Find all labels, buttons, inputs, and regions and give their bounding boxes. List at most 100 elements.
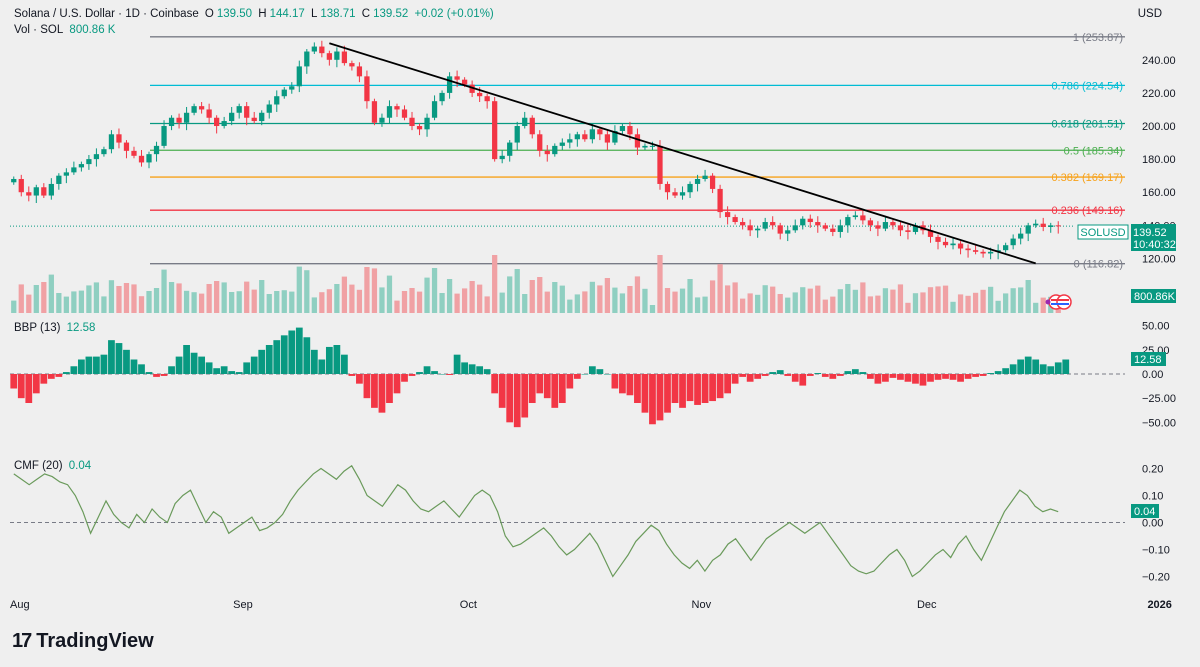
candle-body [815, 222, 821, 226]
volume-bar [499, 292, 505, 313]
candle-body [1033, 223, 1039, 226]
volume-bar [755, 294, 761, 313]
price-tag-price: 139.52 [1133, 227, 1167, 239]
candle-body [852, 215, 858, 218]
flag-icon[interactable] [1045, 294, 1072, 310]
bbp-bar [957, 374, 964, 382]
volume-bar [477, 284, 483, 313]
candle-body [800, 218, 806, 226]
volume-bar [371, 268, 378, 313]
bbp-bar [934, 374, 942, 380]
candle-body [980, 251, 986, 254]
bbp-bar [573, 374, 581, 379]
bbp-bar [310, 349, 318, 374]
bbp-bar [791, 374, 799, 382]
volume-bar [101, 296, 107, 313]
bbp-tag-value: 12.58 [1134, 354, 1162, 366]
candle-body [311, 46, 317, 52]
bbp-bar [468, 364, 476, 374]
candle-body [537, 134, 543, 151]
bbp-bar [769, 372, 777, 374]
fib-label: 0.5 (185.34) [1064, 145, 1123, 157]
volume-bar [18, 284, 24, 313]
candle-body [522, 117, 528, 127]
candle-body [687, 183, 693, 193]
fib-label: 0 (116.82) [1074, 259, 1123, 271]
cmf-tick-label: 0.10 [1142, 491, 1163, 503]
volume-bar [26, 294, 32, 313]
bbp-bar [994, 371, 1002, 374]
candle-body [371, 101, 378, 123]
bbp-bar [851, 369, 859, 374]
volume-bar [905, 302, 911, 313]
volume-bar [341, 276, 348, 313]
volume-bar [514, 269, 520, 313]
candle-body [912, 225, 919, 232]
candle-body [214, 117, 220, 127]
volume-bar [93, 282, 100, 313]
volume-bar [807, 288, 813, 313]
candle-body [33, 187, 39, 196]
volume-bar [1040, 297, 1046, 313]
low-label: L [310, 8, 318, 20]
bbp-bar [882, 374, 889, 382]
candlestick-series [11, 40, 1061, 260]
candle-body [26, 192, 32, 196]
bbp-bar [378, 374, 386, 413]
bbp-bar [897, 374, 904, 380]
bbp-bar [498, 374, 506, 408]
candle-body [356, 66, 363, 77]
candle-body [777, 225, 783, 234]
candle-body [935, 236, 941, 242]
volume-bar [176, 283, 182, 313]
bbp-bar [258, 349, 266, 374]
bbp-bar [656, 374, 664, 421]
volume-bar [1010, 288, 1016, 313]
bbp-bar [408, 374, 416, 376]
bbp-bar [521, 374, 529, 418]
tradingview-watermark[interactable]: 17 TradingView [12, 630, 154, 653]
volume-bar [950, 301, 956, 313]
candle-body [379, 117, 385, 123]
bbp-bar [250, 356, 258, 374]
volume-bar [424, 277, 430, 313]
volume-bar [266, 294, 272, 313]
bbp-bar [431, 371, 438, 374]
low-value: 138.71 [320, 8, 356, 20]
time-tick-label: Dec [917, 599, 937, 611]
volume-bar [522, 294, 528, 313]
high-label: H [258, 8, 267, 20]
volume-bar [191, 292, 197, 313]
bbp-bar [701, 374, 709, 403]
bbp-bar [641, 374, 649, 413]
bbp-bar [784, 374, 792, 376]
bbp-bar [604, 374, 611, 375]
price-tick-label: 160.00 [1142, 187, 1176, 199]
bbp-bar [198, 356, 205, 374]
candle-body [334, 51, 340, 60]
volume-bar [574, 294, 580, 313]
volume-bar [386, 275, 393, 313]
candle-body [942, 241, 949, 246]
time-tick-label: Aug [10, 599, 30, 611]
trendline [329, 42, 1036, 265]
candle-body [116, 134, 122, 143]
volume-bar [1033, 302, 1039, 313]
bbp-bar [25, 374, 33, 403]
fib-label: 0.786 (224.54) [1051, 80, 1123, 92]
volume-bar [612, 287, 618, 313]
volume-bar [777, 294, 783, 313]
bbp-value: 12.58 [66, 322, 96, 334]
candle-body [597, 129, 603, 135]
candle-body [619, 126, 626, 131]
bbp-bar [919, 374, 927, 386]
bbp-bar [401, 374, 408, 382]
candle-body [386, 106, 393, 118]
volume-bar [664, 288, 671, 313]
volume-bar [319, 292, 325, 313]
volume-bar [146, 291, 152, 313]
volume-bar [920, 292, 926, 313]
volume-bar [206, 284, 212, 313]
volume-bar [296, 266, 302, 313]
volume-bar [642, 288, 648, 313]
